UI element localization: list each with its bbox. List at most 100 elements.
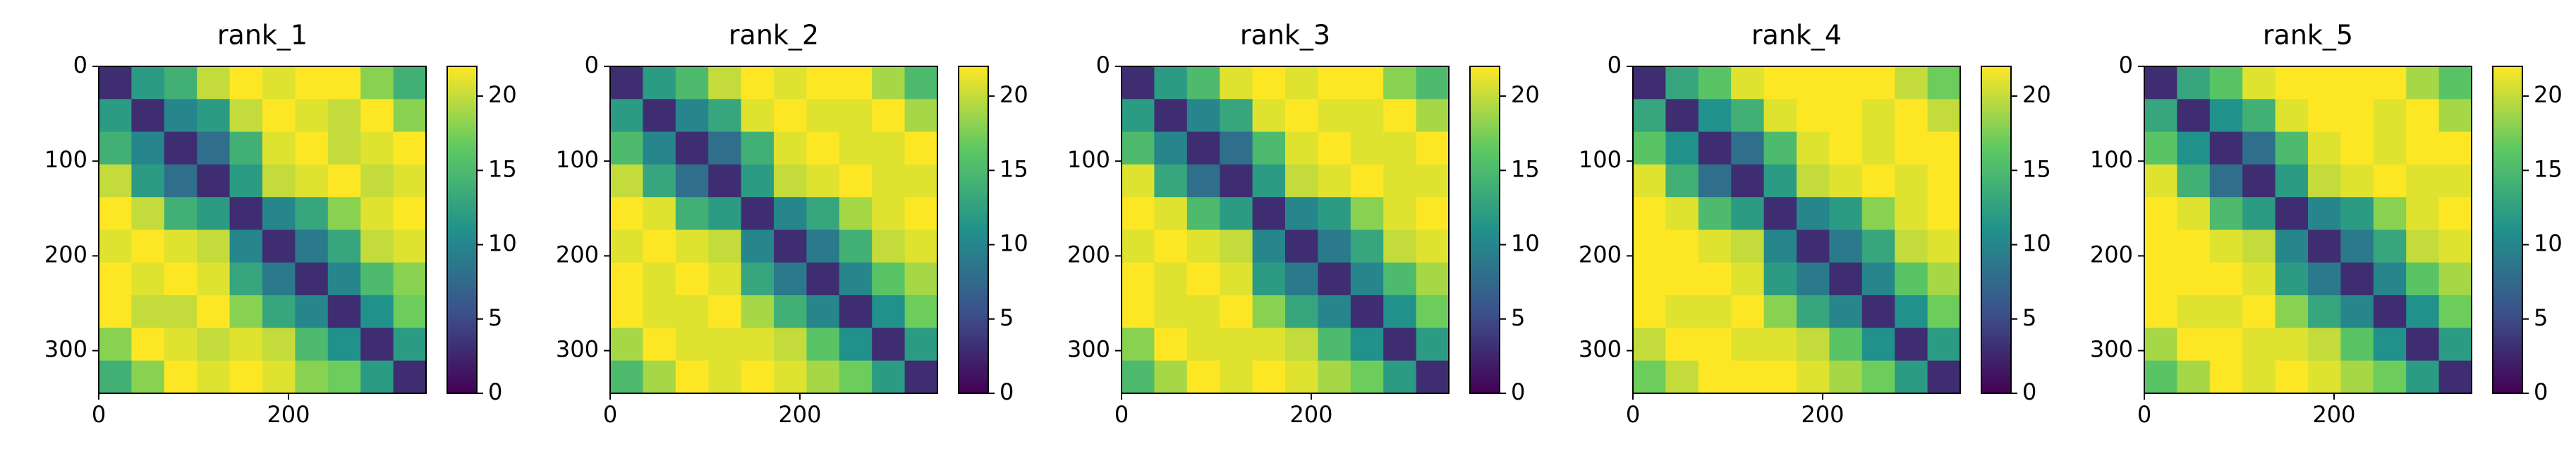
heatmap-cell xyxy=(1927,164,1961,198)
heatmap-cell xyxy=(1186,131,1220,165)
heatmap-cell xyxy=(610,262,643,296)
heatmap-cell xyxy=(360,328,394,362)
heatmap-cell xyxy=(1927,229,1961,263)
heatmap-cell xyxy=(839,99,873,133)
heatmap-cell xyxy=(2340,66,2374,100)
heatmap-cell xyxy=(1895,99,1928,133)
heatmap-cell xyxy=(2438,197,2472,230)
axes-frame xyxy=(1121,66,1450,394)
y-tick-label: 200 xyxy=(44,241,87,268)
heatmap-cell xyxy=(295,360,329,394)
heatmap-cell xyxy=(1252,131,1286,165)
heatmap-cell xyxy=(1122,164,1155,198)
heatmap-cell xyxy=(806,262,840,296)
heatmap-cell xyxy=(99,229,132,263)
heatmap-cell xyxy=(1186,164,1220,198)
heatmap-cell xyxy=(1698,295,1732,328)
heatmap-cell xyxy=(197,131,231,165)
heatmap-cell xyxy=(1350,99,1384,133)
heatmap-cell xyxy=(99,99,132,133)
heatmap-cell xyxy=(1927,328,1961,362)
heatmap-cell xyxy=(327,229,361,263)
heatmap-cell xyxy=(99,295,132,328)
heatmap-cell xyxy=(1861,295,1895,328)
heatmap-cell xyxy=(610,295,643,328)
heatmap-cell xyxy=(2438,328,2472,362)
heatmap-cell xyxy=(2373,164,2407,198)
heatmap-cell xyxy=(643,164,676,198)
panel-title: rank_2 xyxy=(729,20,819,51)
heatmap-cell xyxy=(1797,99,1830,133)
heatmap-cell xyxy=(1731,262,1765,296)
heatmap-cell xyxy=(99,360,132,394)
heatmap-cell xyxy=(1186,99,1220,133)
heatmap-cell xyxy=(262,295,296,328)
heatmap-cell xyxy=(2275,99,2309,133)
heatmap-cell xyxy=(1285,99,1318,133)
heatmap-cell xyxy=(1122,197,1155,230)
heatmap-cell xyxy=(1829,229,1863,263)
heatmap-cell xyxy=(1763,360,1797,394)
heatmap-cell xyxy=(904,131,938,165)
heatmap-cell xyxy=(839,262,873,296)
heatmap-cell xyxy=(872,262,906,296)
heatmap-cell xyxy=(360,295,394,328)
heatmap-cell xyxy=(1416,164,1450,198)
heatmap-cell xyxy=(643,295,676,328)
heatmap-cell xyxy=(360,197,394,230)
heatmap-cell xyxy=(1927,66,1961,100)
heatmap-cell xyxy=(2438,66,2472,100)
heatmap-cell xyxy=(1252,229,1286,263)
heatmap-cell xyxy=(1186,295,1220,328)
heatmap-cell xyxy=(741,66,774,100)
heatmap-cell xyxy=(1318,295,1351,328)
heatmap-cell xyxy=(1665,229,1699,263)
heatmap-cell xyxy=(229,229,263,263)
heatmap-cell xyxy=(2275,328,2309,362)
heatmap-cell xyxy=(2144,229,2177,263)
heatmap-cell xyxy=(839,66,873,100)
heatmap-cell xyxy=(1285,328,1318,362)
heatmap-cell xyxy=(741,360,774,394)
heatmap-cell xyxy=(131,197,165,230)
x-tick-label: 0 xyxy=(2137,401,2151,428)
heatmap-cell xyxy=(872,66,906,100)
heatmap-cell xyxy=(229,131,263,165)
heatmap-cell xyxy=(131,295,165,328)
heatmap-cell xyxy=(197,99,231,133)
heatmap-cell xyxy=(2275,262,2309,296)
heatmap-cell xyxy=(2340,262,2374,296)
heatmap-cell xyxy=(1252,197,1286,230)
heatmap-cell xyxy=(1927,262,1961,296)
heatmap-cell xyxy=(2308,66,2341,100)
heatmap-cell xyxy=(2144,360,2177,394)
heatmap-cell xyxy=(708,197,742,230)
heatmap-cell xyxy=(1416,99,1450,133)
heatmap-cell xyxy=(295,164,329,198)
heatmap-cell xyxy=(229,262,263,296)
heatmap-cell xyxy=(1285,164,1318,198)
heatmap-cell xyxy=(1350,295,1384,328)
heatmap-cell xyxy=(741,99,774,133)
heatmap-cell xyxy=(1285,131,1318,165)
heatmap-cell xyxy=(2340,164,2374,198)
heatmap-cell xyxy=(708,99,742,133)
heatmap-cell xyxy=(774,295,807,328)
heatmap-cell xyxy=(131,229,165,263)
colorbar xyxy=(1981,66,2012,394)
heatmap-cell xyxy=(2177,131,2211,165)
heatmap-cell xyxy=(229,66,263,100)
heatmap-cell xyxy=(839,229,873,263)
y-tick-label: 300 xyxy=(1579,336,1622,363)
heatmap-cell xyxy=(131,164,165,198)
heatmap-cell xyxy=(360,164,394,198)
colorbar-tick-label: 10 xyxy=(2534,230,2563,257)
colorbar-tick-label: 5 xyxy=(2534,304,2548,331)
heatmap-cell xyxy=(2438,262,2472,296)
heatmap-cell xyxy=(131,131,165,165)
heatmap-cell xyxy=(872,229,906,263)
y-tick-label: 100 xyxy=(1579,146,1622,173)
y-tick-label: 200 xyxy=(1579,241,1622,268)
heatmap-cell xyxy=(1633,197,1666,230)
heatmap-cell xyxy=(295,262,329,296)
